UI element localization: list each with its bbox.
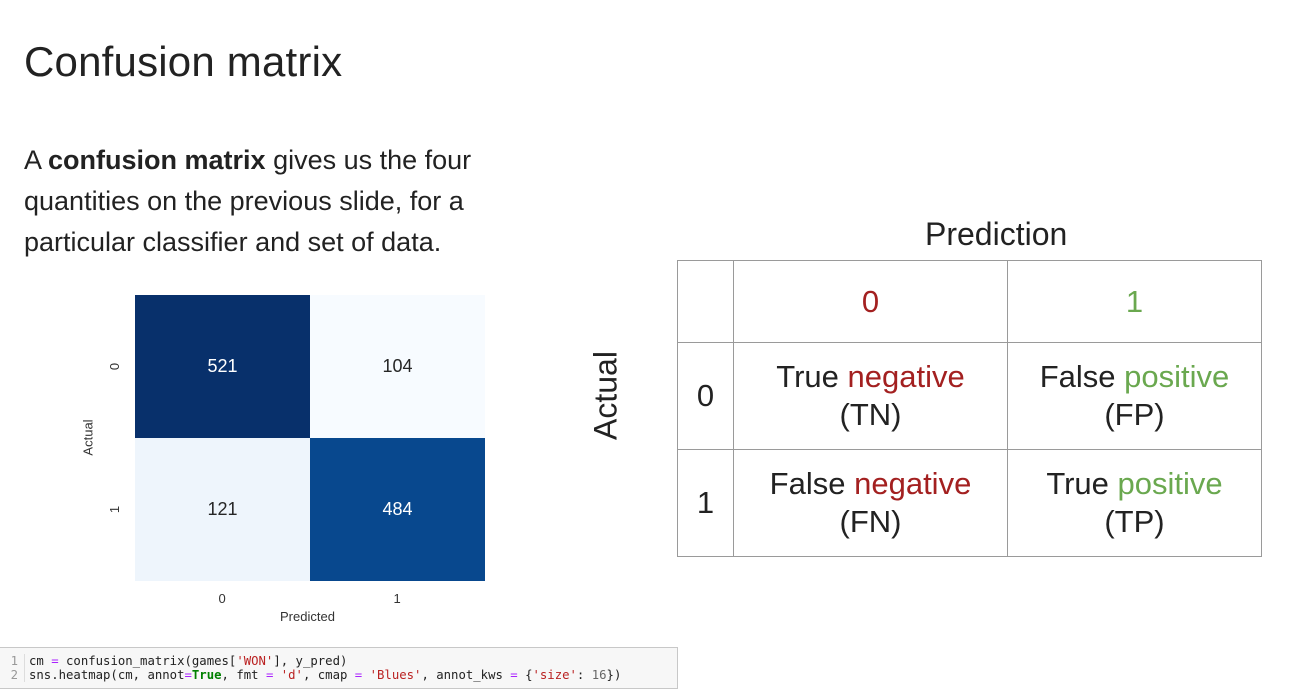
table-header-row: 0 1 <box>677 260 1262 343</box>
confusion-heatmap: 521 104 121 484 0 1 0 1 Predicted Actual <box>80 290 500 630</box>
code-token: 'WON' <box>236 654 274 668</box>
code-token: True <box>191 668 222 682</box>
slide-title: Confusion matrix <box>24 38 343 85</box>
intro-bold-term: confusion matrix <box>48 145 266 175</box>
code-line: 1 cm = confusion_matrix(games['WON'], y_p… <box>0 654 677 668</box>
heatmap-cell-1-0: 121 <box>135 438 310 581</box>
code-token: = <box>510 668 518 682</box>
pred-1-header: 1 <box>1007 260 1262 343</box>
fp-cell: False positive (FP) <box>1007 342 1262 450</box>
heatmap-x-tick: 1 <box>393 591 401 606</box>
code-text: cm = confusion_matrix(games['WON'], y_pr… <box>29 654 347 668</box>
corner-cell <box>677 260 734 343</box>
code-token: ], y_pred) <box>273 654 348 668</box>
fn-cell: False negative (FN) <box>733 449 1008 557</box>
code-token <box>362 668 369 682</box>
tp-cell: True positive (TP) <box>1007 449 1262 557</box>
table-row: 1 False negative (FN) True positive (TP) <box>677 449 1262 557</box>
code-token: , fmt <box>221 668 266 682</box>
tp-word1: True <box>1046 466 1109 501</box>
pred-0-header: 0 <box>733 260 1008 343</box>
code-token: 'd' <box>280 668 303 682</box>
fn-word1: False <box>769 466 846 501</box>
tp-abbr: (TP) <box>1104 504 1165 539</box>
code-token: , annot_kws <box>421 668 511 682</box>
fn-abbr: (FN) <box>839 504 902 539</box>
code-text: sns.heatmap(cm, annot=True, fmt = 'd', c… <box>29 668 621 682</box>
heatmap-y-tick: 0 <box>107 362 123 370</box>
line-number: 2 <box>0 668 25 682</box>
fp-word1: False <box>1039 359 1116 394</box>
actual-header: Actual <box>587 351 624 440</box>
heatmap-cell-1-1: 484 <box>310 438 485 581</box>
heatmap-y-label: Actual <box>80 419 96 456</box>
code-token: 16 <box>591 668 607 682</box>
code-cell[interactable]: 1 cm = confusion_matrix(games['WON'], y_p… <box>0 647 678 689</box>
code-token: = <box>184 668 192 682</box>
code-token: = <box>265 668 274 682</box>
code-token: = <box>354 668 363 682</box>
code-token <box>273 668 280 682</box>
intro-prefix: A <box>24 145 49 175</box>
code-token: cm <box>29 654 52 668</box>
tn-word2: negative <box>847 359 965 394</box>
heatmap-x-label: Predicted <box>280 609 335 624</box>
prediction-header: Prediction <box>925 216 1068 252</box>
heatmap-cell-0-0: 521 <box>135 295 310 438</box>
tn-word1: True <box>776 359 839 394</box>
actual-1-header: 1 <box>677 449 734 557</box>
code-token: sns.heatmap(cm, annot <box>29 668 185 682</box>
heatmap-cell-0-1: 104 <box>310 295 485 438</box>
line-number: 1 <box>0 654 25 668</box>
code-token: { <box>517 668 533 682</box>
intro-rest: gives us the four quantities on the prev… <box>24 145 472 257</box>
code-token: = <box>51 654 59 668</box>
tp-word2: positive <box>1117 466 1223 501</box>
code-line: 2 sns.heatmap(cm, annot=True, fmt = 'd', … <box>0 668 677 682</box>
tn-cell: True negative (TN) <box>733 342 1008 450</box>
fp-abbr: (FP) <box>1104 397 1165 432</box>
fn-word2: negative <box>854 466 972 501</box>
code-token: }) <box>606 668 622 682</box>
code-token: 'Blues' <box>369 668 422 682</box>
fp-word2: positive <box>1124 359 1230 394</box>
heatmap-x-tick: 0 <box>218 591 226 606</box>
code-token: , cmap <box>302 668 355 682</box>
heatmap-y-tick: 1 <box>107 505 123 513</box>
tn-abbr: (TN) <box>839 397 902 432</box>
code-token: confusion_matrix(games[ <box>58 654 237 668</box>
intro-text: A confusion matrix gives us the four qua… <box>24 140 544 263</box>
confusion-concept-table: 0 1 0 True negative (TN) False positive (F… <box>677 260 1262 557</box>
actual-0-header: 0 <box>677 342 734 450</box>
code-token: 'size' <box>532 668 577 682</box>
code-token: : <box>576 668 592 682</box>
table-row: 0 True negative (TN) False positive (FP) <box>677 342 1262 450</box>
